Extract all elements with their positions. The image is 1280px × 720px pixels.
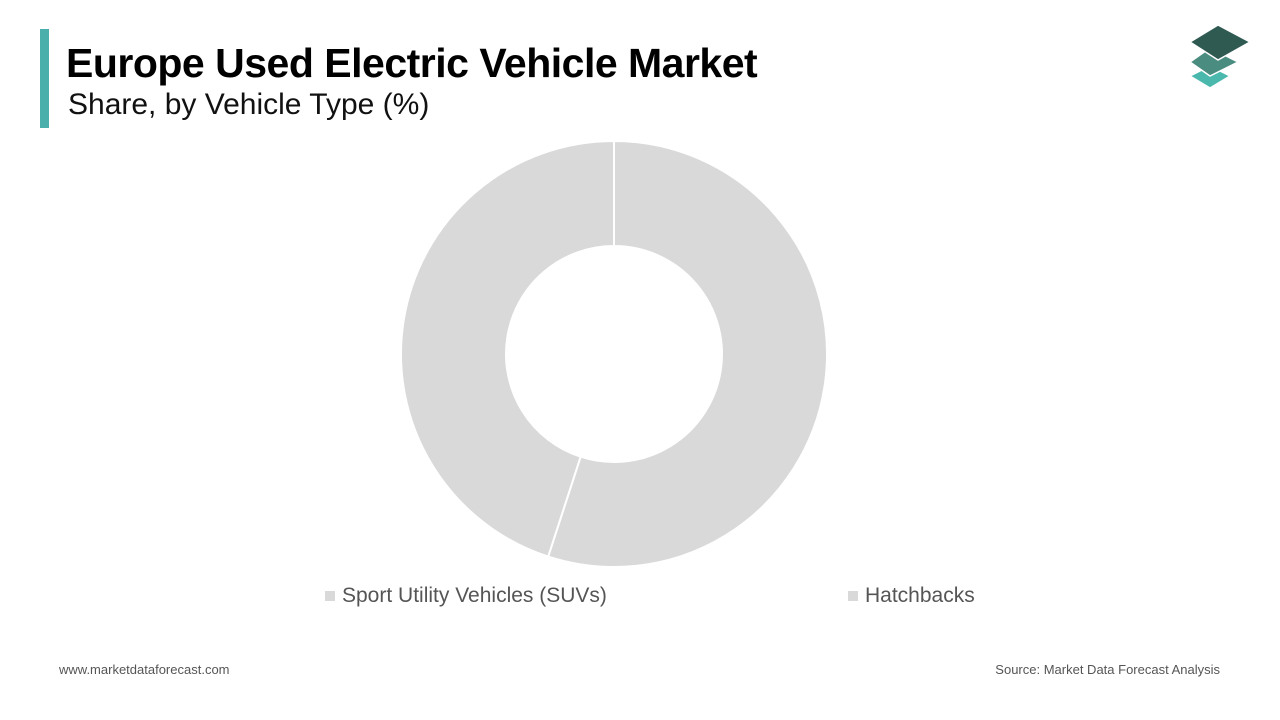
- legend-swatch: [848, 591, 858, 601]
- website-url: www.marketdataforecast.com: [59, 662, 230, 677]
- legend-label: Sport Utility Vehicles (SUVs): [342, 584, 607, 607]
- legend-label: Hatchbacks: [865, 584, 975, 607]
- donut-slice-suvs: [546, 139, 828, 568]
- legend-item-hatchbacks: Hatchbacks: [848, 583, 975, 609]
- stacked-layers-icon: [1188, 24, 1252, 89]
- donut-slice-hatchbacks: [400, 139, 615, 558]
- title-accent-bar: [40, 29, 49, 128]
- legend-swatch: [325, 591, 335, 601]
- chart-subtitle: Share, by Vehicle Type (%): [68, 88, 430, 121]
- donut-slices: [400, 139, 828, 568]
- logo-layer-top: [1188, 24, 1252, 61]
- logo-layer-middle: [1188, 47, 1240, 77]
- legend-item-suvs: Sport Utility Vehicles (SUVs): [325, 583, 607, 609]
- source-note: Source: Market Data Forecast Analysis: [995, 662, 1220, 677]
- chart-title: Europe Used Electric Vehicle Market: [66, 40, 758, 86]
